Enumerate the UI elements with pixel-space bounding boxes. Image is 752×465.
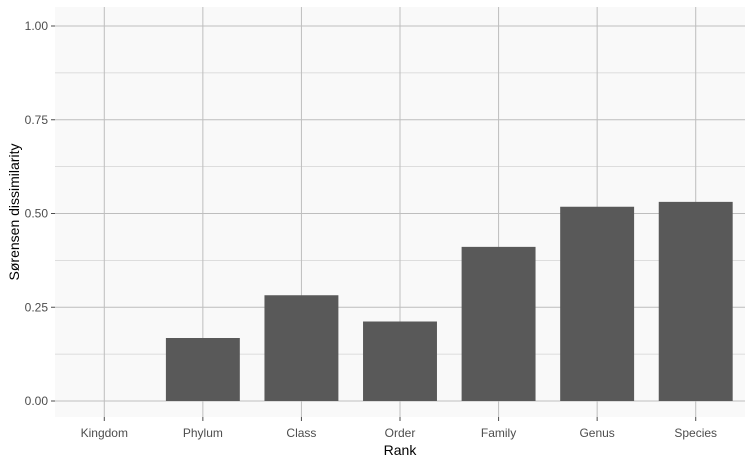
bar-genus	[560, 206, 635, 401]
x-tick-label: Family	[481, 426, 516, 440]
y-tick-label: 1.00	[25, 19, 49, 33]
x-tick-label: Order	[385, 426, 416, 440]
bar-family	[461, 246, 536, 401]
y-axis-ticks: 0.00 0.25 0.50 0.75 1.00	[25, 19, 55, 408]
y-tick-label: 0.75	[25, 113, 49, 127]
bar-species	[658, 201, 733, 401]
bars	[165, 201, 733, 401]
y-axis-title: Sørensen dissimilarity	[6, 144, 22, 281]
x-tick-label: Phylum	[183, 426, 223, 440]
bar-phylum	[165, 338, 240, 401]
y-tick-label: 0.00	[25, 394, 49, 408]
x-axis-title: Rank	[384, 442, 418, 458]
x-tick-label: Genus	[579, 426, 614, 440]
x-tick-label: Species	[674, 426, 717, 440]
x-tick-label: Kingdom	[81, 426, 128, 440]
bar-order	[363, 321, 437, 401]
x-axis-ticks: Kingdom Phylum Class Order Family Genus Specie…	[81, 417, 717, 440]
bar-class	[264, 295, 339, 401]
x-tick-label: Class	[286, 426, 316, 440]
y-tick-label: 0.50	[25, 207, 49, 221]
y-tick-label: 0.25	[25, 300, 49, 314]
